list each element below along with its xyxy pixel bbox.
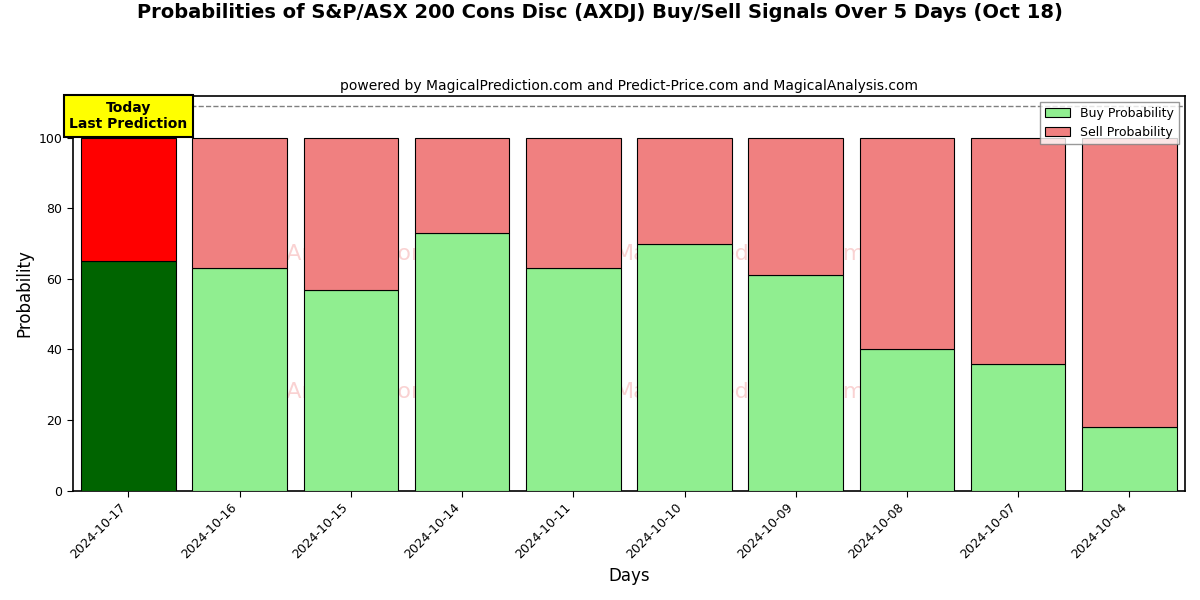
Bar [859, 138, 954, 349]
Bar [637, 138, 732, 244]
Y-axis label: Probability: Probability [14, 249, 32, 337]
Bar [749, 275, 844, 491]
Bar [749, 138, 844, 275]
Bar [971, 364, 1066, 491]
Text: MagicalPrediction.com: MagicalPrediction.com [614, 244, 865, 263]
Bar [526, 138, 620, 268]
Bar [304, 138, 398, 290]
Text: MagicalAnalysis.com: MagicalAnalysis.com [202, 244, 433, 263]
Bar [192, 138, 287, 268]
Bar [192, 268, 287, 491]
Bar [304, 290, 398, 491]
Bar [1082, 138, 1177, 427]
Text: MagicalPrediction.com: MagicalPrediction.com [614, 382, 865, 402]
Bar [971, 138, 1066, 364]
Bar [859, 349, 954, 491]
Text: MagicalAnalysis.com: MagicalAnalysis.com [202, 382, 433, 402]
Bar [415, 138, 509, 233]
Bar [82, 138, 175, 262]
Bar [637, 244, 732, 491]
X-axis label: Days: Days [608, 567, 649, 585]
Bar [415, 233, 509, 491]
Legend: Buy Probability, Sell Probability: Buy Probability, Sell Probability [1040, 102, 1178, 144]
Text: Today
Last Prediction: Today Last Prediction [70, 101, 187, 131]
Bar [1082, 427, 1177, 491]
Title: powered by MagicalPrediction.com and Predict-Price.com and MagicalAnalysis.com: powered by MagicalPrediction.com and Pre… [340, 79, 918, 93]
Bar [82, 262, 175, 491]
Bar [526, 268, 620, 491]
Text: Probabilities of S&P/ASX 200 Cons Disc (AXDJ) Buy/Sell Signals Over 5 Days (Oct : Probabilities of S&P/ASX 200 Cons Disc (… [137, 3, 1063, 22]
